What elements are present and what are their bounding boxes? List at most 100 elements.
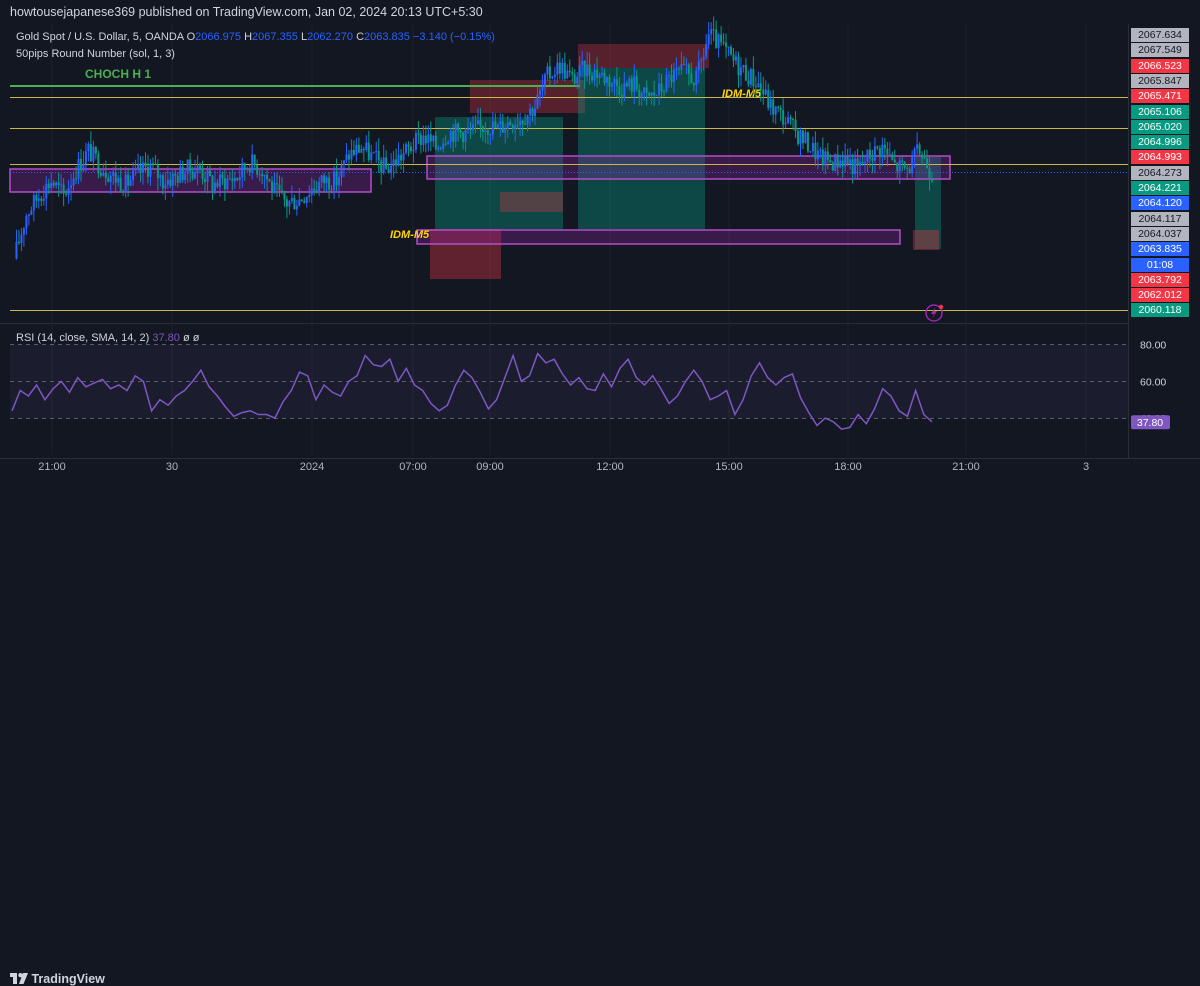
candle-body-64	[171, 173, 174, 186]
candle-body-308	[777, 106, 780, 108]
candle-body-23	[70, 185, 73, 189]
candle-body-169	[432, 135, 435, 142]
candle-body-252	[638, 89, 641, 98]
axes: 21:00 30 2024 07:00 09:00 12:00 15:00 18:00 21:0…	[38, 461, 1089, 473]
candle-body-102	[266, 174, 269, 180]
candle-body-31	[89, 144, 92, 162]
candle-body-212	[538, 90, 541, 95]
candle-body-27	[79, 158, 82, 171]
candle-body-25	[75, 178, 78, 180]
candle-body-122	[315, 190, 318, 192]
price-label-6: 2065.020	[1131, 119, 1189, 134]
candle-body-259	[655, 94, 658, 96]
candle-body-10	[37, 198, 40, 201]
candle-body-5	[25, 216, 28, 229]
candle-body-34	[97, 153, 100, 173]
candle-body-147	[377, 150, 380, 161]
candle-body-97	[253, 154, 256, 166]
candle-body-206	[524, 123, 527, 125]
candle-body-297	[749, 68, 752, 85]
candle-body-223	[566, 70, 569, 79]
candle-body-55	[149, 163, 152, 177]
candle-body-222	[563, 62, 566, 79]
candle-body-207	[526, 115, 529, 125]
candle-body-140	[360, 149, 363, 153]
candle-body-99	[258, 174, 261, 176]
zone-red-small	[500, 192, 563, 212]
tradingview-logo-icon	[10, 973, 28, 984]
candle-body-336	[846, 155, 849, 165]
candle-body-341	[859, 161, 862, 166]
candle-body-173	[442, 143, 445, 149]
candle-body-114	[295, 205, 298, 210]
candle-body-353	[888, 154, 891, 156]
candle-body-196	[499, 121, 502, 125]
candle-body-307	[774, 106, 777, 115]
candle-body-24	[72, 178, 75, 186]
candle-body-309	[779, 107, 782, 110]
candle-body-285	[720, 34, 723, 43]
candle-body-182	[464, 129, 467, 142]
price-label-4: 2065.471	[1131, 89, 1189, 104]
candle-body-47	[129, 180, 132, 186]
price-label-3: 2065.847	[1131, 73, 1189, 88]
legend-indicator[interactable]: 50pips Round Number (sol, 1, 3)	[16, 48, 175, 60]
candle-body-300	[757, 83, 760, 88]
candle-body-170	[434, 135, 437, 150]
candle-body-367	[923, 157, 926, 159]
candle-body-103	[268, 179, 271, 182]
candle-body-174	[444, 143, 447, 145]
candle-body-119	[308, 195, 311, 197]
candle-body-1	[15, 241, 18, 259]
candle-body-186	[474, 123, 477, 125]
candle-body-137	[352, 149, 355, 155]
legend-high: 2067.355	[252, 31, 298, 43]
rsi-extra: ø ø	[182, 332, 200, 344]
candle-body-124	[320, 175, 323, 183]
candle-body-277	[700, 59, 703, 62]
candle-body-299	[754, 86, 757, 88]
candle-body-327	[824, 151, 827, 166]
candle-body-301	[759, 83, 762, 90]
price-label-17: 2062.012	[1131, 288, 1189, 303]
ob-box-top	[426, 155, 951, 180]
candle-body-41	[114, 172, 117, 183]
candle-body-13	[45, 183, 48, 199]
candle-body-96	[251, 154, 254, 173]
candle-body-139	[357, 144, 360, 153]
candle-body-235	[596, 70, 599, 78]
candle-body-213	[541, 86, 544, 91]
candle-body-154	[395, 159, 398, 166]
candle-body-325	[819, 149, 822, 151]
rsi-level-label-1: 60.00	[1140, 376, 1166, 388]
tradingview-brand: TradingView	[10, 972, 105, 986]
lightning-alert-icon	[925, 304, 944, 322]
candle-body-350	[881, 144, 884, 158]
price-label-15: 01:08	[1131, 257, 1189, 272]
rsi-level-label-0: 80.00	[1140, 339, 1166, 351]
candle-body-93	[243, 163, 246, 171]
candle-body-364	[916, 144, 919, 149]
time-tick-3: 07:00	[399, 461, 427, 473]
candle-body-185	[472, 124, 474, 130]
candle-body-287	[725, 42, 728, 48]
price-label-1: 2067.549	[1131, 43, 1189, 58]
rsi-legend[interactable]: RSI (14, close, SMA, 14, 2) 37.80 ø ø	[16, 332, 199, 344]
candle-body-133	[342, 160, 345, 166]
candle-body-296	[747, 80, 750, 85]
candle-body-261	[660, 83, 663, 92]
candle-body-151	[387, 168, 390, 174]
idm-label-right: IDM-M5	[722, 88, 762, 100]
choch-label: CHOCH H 1	[85, 67, 151, 81]
candle-body-123	[318, 182, 321, 192]
candle-body-318	[801, 130, 804, 144]
candle-body-59	[159, 175, 162, 179]
candle-body-289	[730, 46, 733, 55]
candle-body-303	[764, 89, 767, 95]
candle-body-179	[457, 123, 460, 131]
candle-body-351	[883, 144, 886, 149]
candle-body-156	[400, 154, 403, 161]
candle-body-90	[236, 177, 239, 181]
candle-body-346	[871, 158, 874, 161]
